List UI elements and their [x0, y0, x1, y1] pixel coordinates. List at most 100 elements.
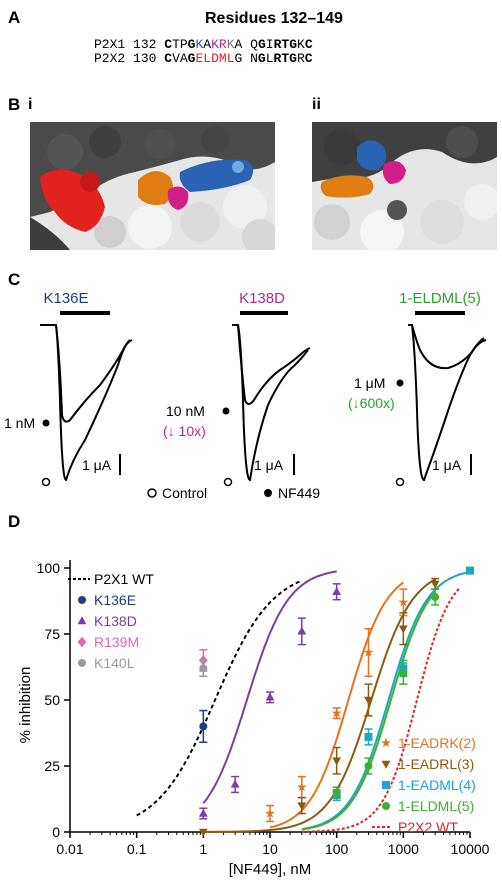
- residue-segment: R: [218, 37, 227, 52]
- fit-curve: [203, 578, 436, 833]
- residue-segment: A: [234, 37, 243, 52]
- trace-2-title: K138D: [239, 290, 285, 307]
- residue-segment: K: [297, 37, 305, 52]
- fit-curve: [202, 570, 337, 804]
- x-tick-label: 1000: [388, 841, 419, 857]
- sequence-name: P2X2: [94, 51, 126, 66]
- x-tick-label: 10000: [451, 841, 490, 857]
- legend-label: K136E: [94, 592, 136, 608]
- legend-swatch: [78, 596, 86, 604]
- data-point: [297, 626, 307, 635]
- residue-segment: K: [195, 37, 204, 52]
- legend-label: 1-EADRL(3): [398, 756, 474, 772]
- trace-1-title: K136E: [43, 290, 88, 307]
- trace-2-concentration: 10 nM: [166, 403, 205, 419]
- trace-2-nf449-marker: [222, 407, 230, 415]
- residue-segment: RTG: [273, 37, 297, 52]
- data-point: [431, 593, 440, 602]
- legend-swatch: [381, 760, 391, 769]
- fit-curves: [136, 570, 471, 833]
- trace-3-nf449-current: [411, 324, 487, 370]
- data-point: [331, 708, 342, 718]
- trace-3-title: 1-ELDML(5): [399, 290, 481, 307]
- trace-3-control-marker: [395, 477, 405, 487]
- trace-1-nf449-marker: [42, 419, 50, 427]
- legend-label: K140L: [94, 655, 135, 671]
- trace-3-application-bar: [415, 311, 465, 315]
- residue-segment: A: [203, 37, 212, 52]
- data-point: [430, 580, 440, 589]
- data-point: [297, 802, 307, 811]
- sequence-alignment: P2X1 132 CTPGKAKRKA QGIRTGKC P2X2 130 CVA…: [94, 38, 313, 66]
- panel-b-sub-i: i: [28, 96, 33, 113]
- data-point: [363, 647, 374, 657]
- trace-1-scale-label: 1 μA: [82, 457, 112, 473]
- legend-nf449-label: NF449: [278, 485, 320, 501]
- data-point: [332, 586, 342, 595]
- residue-segment: C: [164, 51, 173, 66]
- sequence-start-number: 132: [133, 37, 157, 52]
- residue-segment: Q: [242, 37, 258, 52]
- y-tick-label: 50: [44, 692, 60, 708]
- legend-swatch: [77, 636, 87, 648]
- trace-2-nf449-current: [237, 324, 311, 405]
- data-point: [466, 566, 474, 575]
- residue-segment: N: [242, 51, 258, 66]
- residue-segment: G: [187, 51, 196, 66]
- legend-label: 1-ELDML(5): [398, 798, 474, 814]
- trace-2-fold-shift: (↓ 10x): [163, 423, 206, 439]
- y-tick-label: 0: [52, 824, 60, 840]
- legend-swatch: [382, 781, 390, 789]
- sequence-start-number: 130: [133, 51, 157, 66]
- x-axis-label: [NF449], nM: [229, 861, 312, 878]
- legend-nf449-marker: [264, 489, 272, 497]
- residue-segment: L: [265, 51, 274, 66]
- legend-label: P2X1 WT: [94, 571, 154, 587]
- residue-segment: G: [234, 51, 243, 66]
- chart-axes: 0.01 0.1 1 10 100 1000 10000 0 25 50 75 100: [37, 560, 490, 857]
- trace-2-application-bar: [240, 311, 288, 315]
- data-point: [399, 669, 408, 678]
- legend-label: K138D: [94, 613, 137, 629]
- residue-segment: C: [304, 51, 313, 66]
- legend-swatch: [381, 737, 391, 748]
- trace-1-nf449-current: [55, 324, 133, 423]
- panel-c-letter: C: [8, 270, 21, 289]
- panel-a-title: Residues 132–149: [205, 10, 343, 27]
- trace-2-scale-label: 1 μA: [254, 457, 284, 473]
- residue-segment: RTG: [273, 51, 297, 66]
- legend-right: 1-EADRK(2) 1-EADRL(3) 1-EADML(4) 1-ELDML(5)…: [372, 735, 476, 835]
- sequence-row-p2x2: P2X2 130 CVAGELDMLG NGLRTGRC: [94, 52, 313, 66]
- sequence-name: P2X1: [94, 37, 126, 52]
- trace-1-application-bar: [60, 311, 110, 315]
- data-points: [198, 566, 474, 837]
- data-point: [296, 781, 307, 792]
- legend-swatch: [78, 659, 86, 667]
- x-tick-label: 100: [325, 841, 349, 857]
- trace-2-control-marker: [223, 477, 233, 487]
- legend-control-marker: [147, 488, 157, 498]
- data-point: [198, 808, 208, 817]
- residue-segment: I: [265, 37, 274, 52]
- legend-label: R139M: [94, 634, 139, 650]
- reference-curve: [301, 587, 461, 833]
- residue-segment: ELDML: [195, 51, 235, 66]
- legend-left: P2X1 WT K136E K138D R139M K140L: [68, 571, 154, 671]
- data-point: [398, 597, 409, 607]
- residue-segment: C: [304, 37, 313, 52]
- y-tick-label: 75: [44, 626, 60, 642]
- panel-d-letter: D: [8, 512, 21, 531]
- y-axis-label: % inhibition: [17, 667, 34, 744]
- data-point: [332, 788, 341, 797]
- residue-segment: G: [257, 37, 266, 52]
- data-point: [198, 828, 208, 837]
- data-point: [199, 722, 208, 731]
- residue-segment: K: [211, 37, 219, 52]
- legend-label: P2X2 WT: [398, 819, 458, 835]
- fit-curve: [269, 581, 404, 829]
- structure-image-i: [30, 122, 275, 250]
- residue-segment: TP: [172, 37, 188, 52]
- legend-label: 1-EADRK(2): [398, 735, 476, 751]
- legend-label: 1-EADML(4): [398, 777, 476, 793]
- legend-control-label: Control: [162, 485, 207, 501]
